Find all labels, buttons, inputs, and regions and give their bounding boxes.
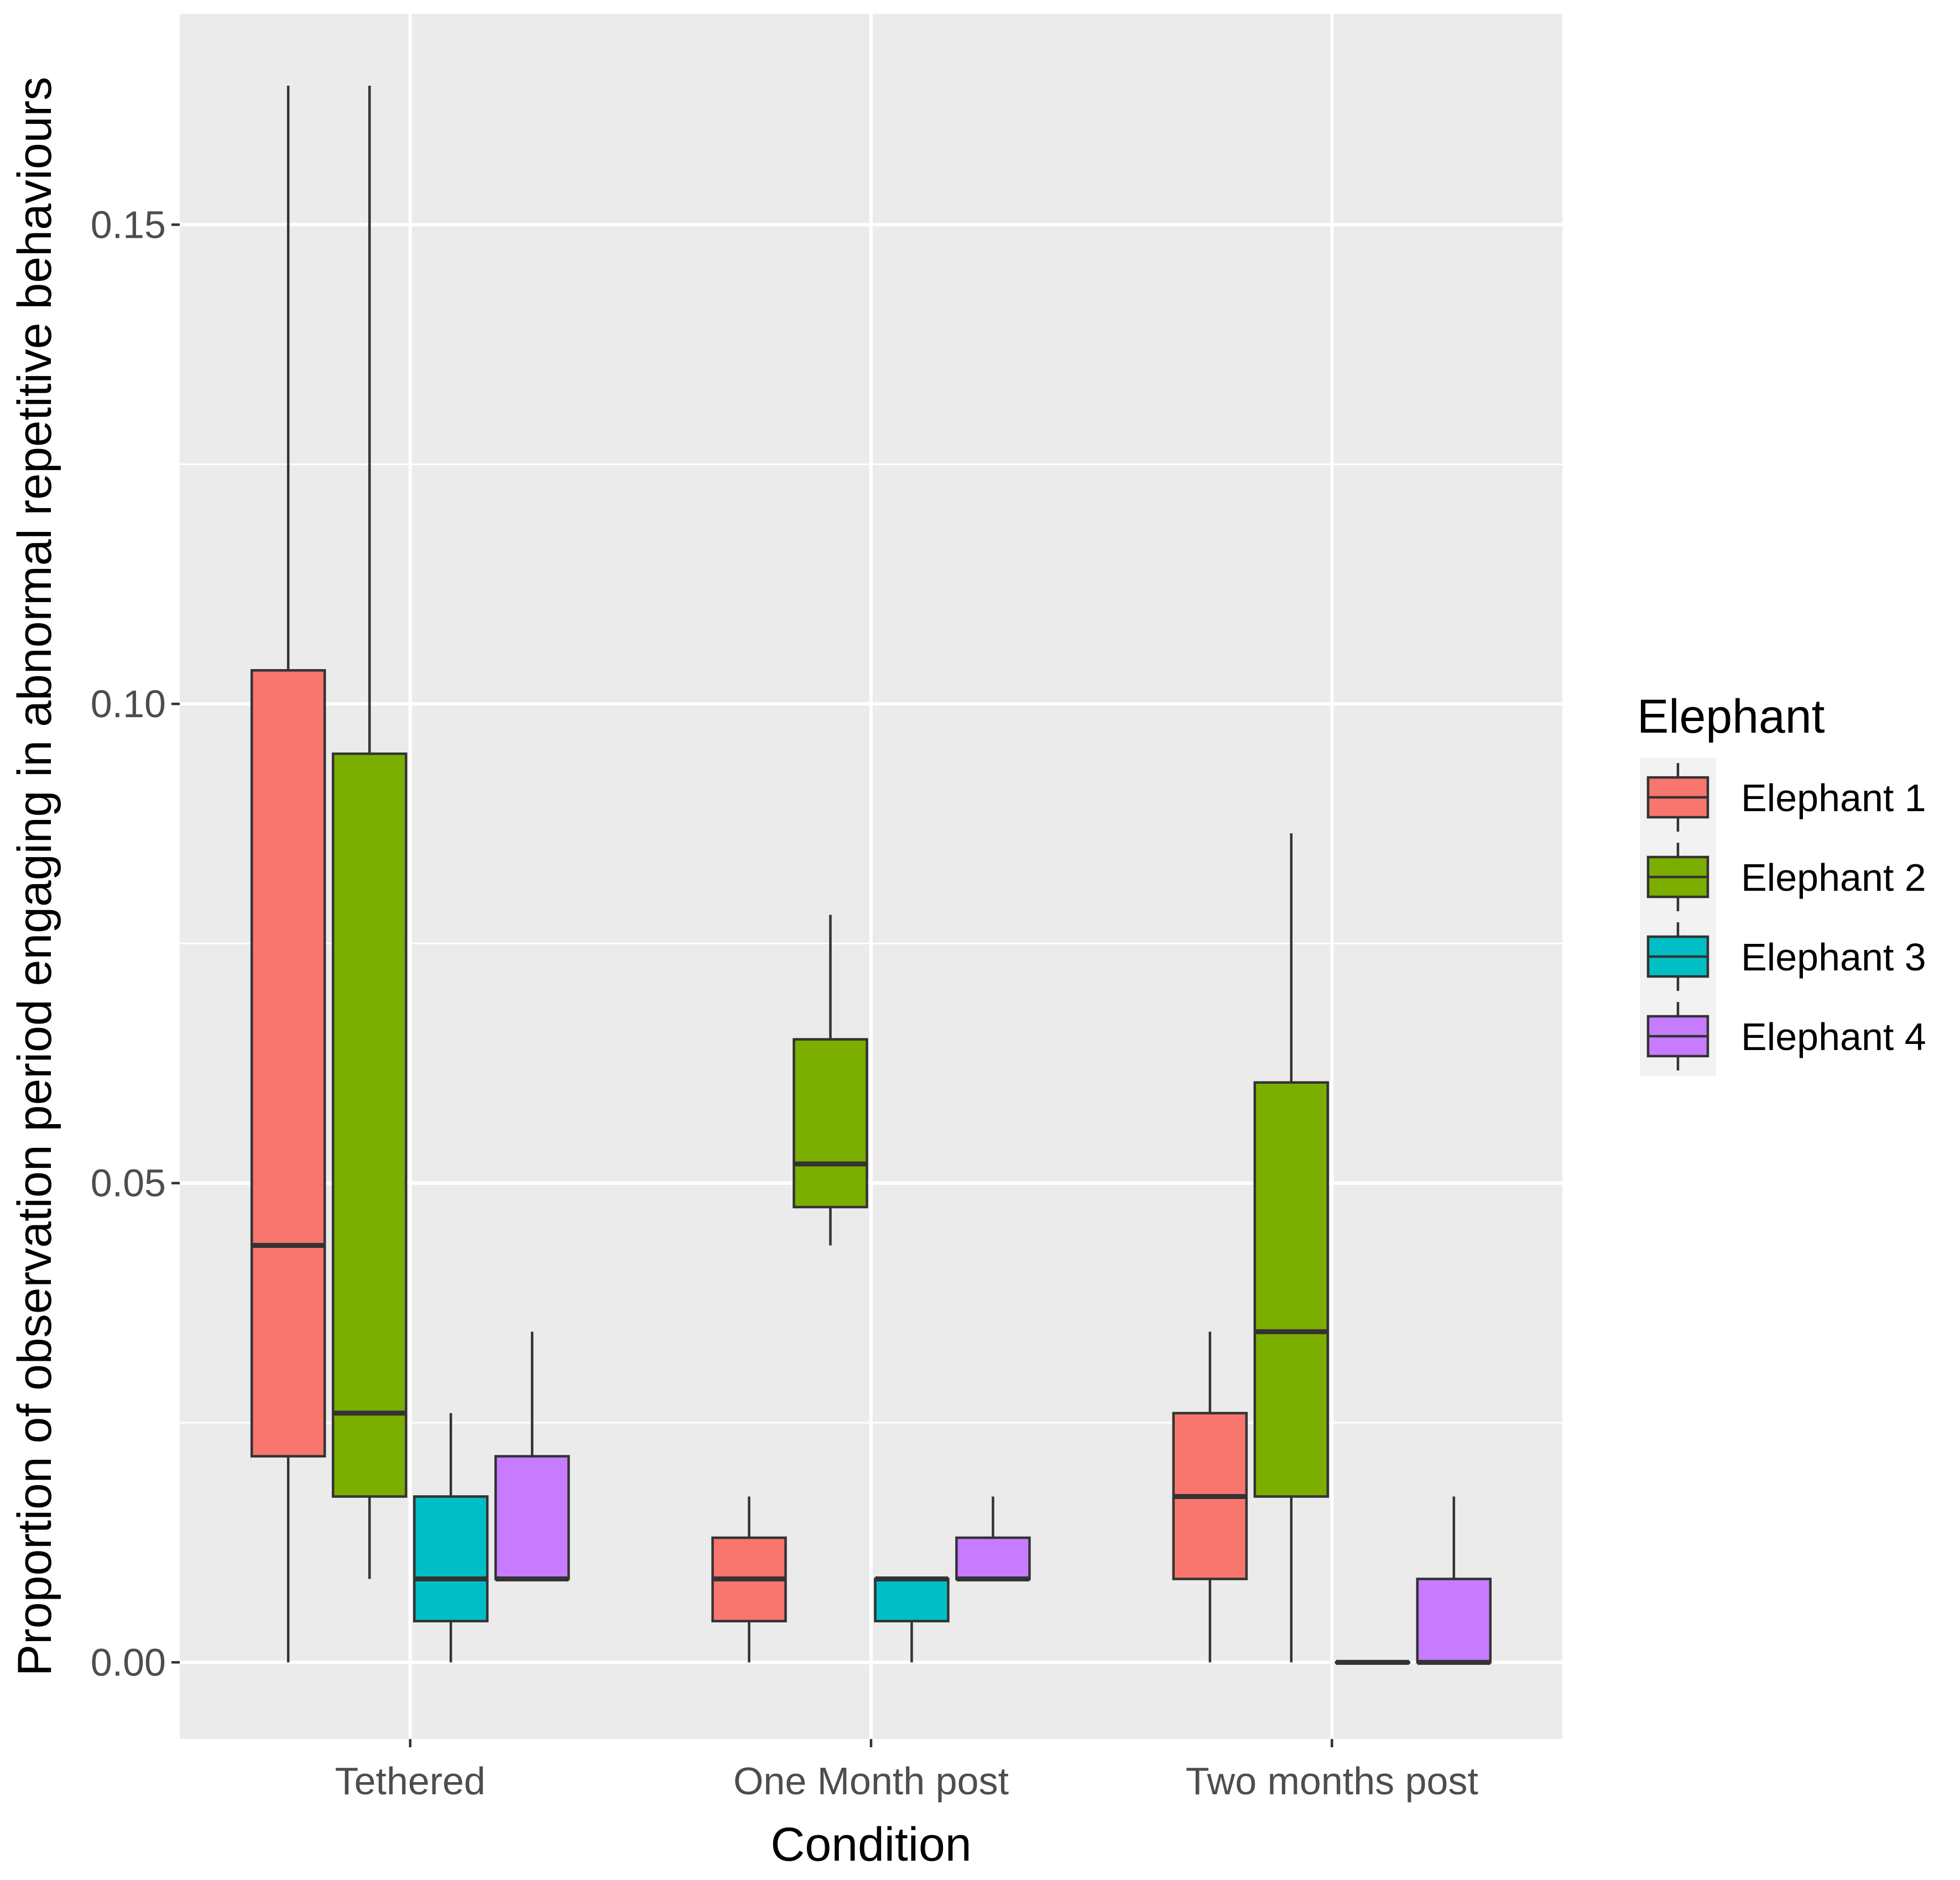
x-tick-label: Tethered (335, 1759, 485, 1803)
box-elephant-2-tethered (331, 86, 408, 1579)
boxes (250, 86, 1492, 1665)
box-elephant-1-two-months-post (1172, 1331, 1248, 1663)
box-elephant-3-tethered (413, 1413, 489, 1663)
box-iqr (494, 1455, 570, 1580)
y-tick-label: 0.15 (91, 203, 166, 246)
x-tick-label: Two months post (1186, 1759, 1478, 1803)
box-elephant-2-one-month-post (793, 915, 868, 1246)
box-iqr (793, 1038, 868, 1209)
legend-item-elephant-3: Elephant 3 (1646, 922, 1926, 991)
box-elephant-4-two-months-post (1416, 1496, 1492, 1665)
legend-title: Elephant (1637, 690, 1825, 743)
y-tick-label: 0.10 (91, 682, 166, 725)
y-tick-label: 0.00 (91, 1641, 166, 1684)
box-iqr (1253, 1081, 1330, 1498)
box-elephant-1-one-month-post (711, 1496, 787, 1663)
box-iqr (413, 1495, 489, 1623)
box-iqr (874, 1578, 950, 1623)
box-elephant-4-tethered (494, 1331, 570, 1582)
x-tick-label: One Month post (733, 1759, 1009, 1803)
legend-label: Elephant 4 (1741, 1015, 1926, 1058)
box-elephant-1-tethered (250, 86, 326, 1663)
axes: 0.00 0.05 0.10 0.15 Tethered One Month post Tw… (8, 77, 1478, 1871)
box-iqr (331, 752, 408, 1498)
legend-label: Elephant 1 (1741, 776, 1926, 819)
box-elephant-2-two-months-post (1253, 833, 1330, 1663)
box-iqr (955, 1536, 1031, 1580)
box-elephant-3-one-month-post (874, 1576, 950, 1663)
box-iqr (1416, 1578, 1492, 1664)
legend-item-elephant-2: Elephant 2 (1646, 843, 1926, 911)
legend: Elephant Elephant 1 Elephant 2 Elephant 3 El… (1637, 690, 1926, 1076)
box-elephant-4-one-month-post (955, 1496, 1031, 1582)
box-iqr (250, 669, 326, 1458)
y-tick-label: 0.05 (91, 1162, 166, 1205)
legend-item-elephant-4: Elephant 4 (1646, 1002, 1926, 1070)
box-elephant-3-two-months-post (1335, 1659, 1411, 1665)
x-axis-title: Condition (770, 1818, 971, 1871)
y-axis-title: Proportion of observation period engagin… (8, 77, 61, 1676)
gridlines (180, 14, 1562, 1739)
legend-label: Elephant 3 (1741, 936, 1926, 979)
legend-item-elephant-1: Elephant 1 (1646, 763, 1926, 832)
legend-label: Elephant 2 (1741, 856, 1926, 899)
